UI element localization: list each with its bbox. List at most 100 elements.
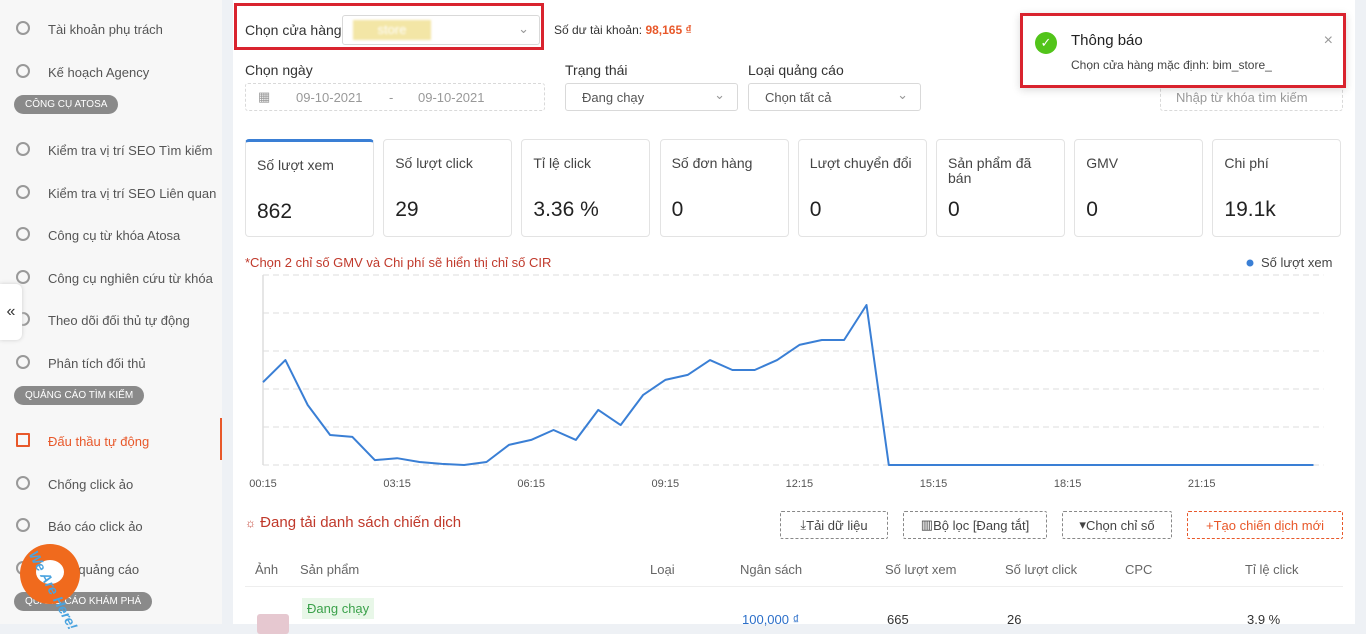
button-icon: ▥ [920,517,934,532]
menu-icon [16,518,30,532]
menu-item: Đấu thầu tự động [48,434,150,449]
chart-note: *Chọn 2 chỉ số GMV và Chi phí sẽ hiển th… [245,255,552,270]
menu-icon [16,354,30,369]
notification-title: Thông báo [1071,32,1143,49]
date-to: 09-10-2021 [418,90,485,105]
line-series [262,304,1314,466]
campaigns-title-text: Đang tải danh sách chiến dịch [260,514,462,531]
menu-icon [16,475,30,490]
action-button[interactable]: + Tạo chiến dịch mới [1187,511,1343,539]
status-tag: Đang chạy [302,598,375,619]
notification-message: Chọn cửa hàng mặc định: bim_store_ [1071,58,1272,72]
menu-icon [16,184,30,199]
column-header: Tỉ lệ click [1245,562,1299,577]
metric-value: 19.1k [1224,198,1276,221]
loading-icon: ☼ [245,516,256,530]
metric-value: 0 [1086,198,1098,221]
menu-item: Chống click ảo [48,476,134,492]
search-placeholder: Nhập từ khóa tìm kiếm [1176,90,1308,105]
cell-ctr: 3.9 % [1247,612,1281,627]
x-tick-label: 06:15 [517,478,545,490]
metric-label: Chi phí [1224,155,1269,171]
action-button[interactable]: ⤓ Tải dữ liệu [780,511,888,539]
menu-icon [16,227,30,241]
column-header: Sản phẩm [300,562,360,577]
metric-label: GMV [1086,155,1119,171]
menu-item: Kế hoạch Agency [48,64,150,80]
date-sep: - [389,90,394,105]
button-label: Chọn chỉ số [1085,517,1155,533]
metric-card: Lượt chuyển đổi 0 [797,139,927,237]
date-picker[interactable]: ▦ 09-10-2021 - 09-10-2021 [245,83,545,111]
menu-icon [16,63,30,78]
button-label: Tạo chiến dịch mới [1213,517,1324,533]
action-button[interactable]: ▾ Chọn chỉ số [1062,511,1172,539]
action-button[interactable]: ▥ Bộ lọc [Đang tắt] [903,511,1047,539]
balance-value: 98,165 ₫ [645,23,692,37]
cell-budget: 100,000 ₫ [742,612,800,627]
legend-dot [1246,259,1254,267]
calendar-icon: ▦ [258,89,271,104]
metric-value: 0 [809,198,822,221]
menu-icon [16,269,30,284]
status-select[interactable]: Đang chạy ⌄ [565,83,738,111]
menu-item: Phân tích đối thủ [48,355,146,371]
date-from: 09-10-2021 [296,90,363,105]
metric-label: Số đơn hàng [671,155,753,171]
chevron: ⌄ [518,21,529,36]
menu-section: CÔNG CỤ ATOSA [14,95,119,114]
column-header: Số lượt click [1005,562,1078,577]
close-button[interactable]: × [1323,32,1333,49]
x-tick-label: 03:15 [383,478,411,490]
status-label: Trạng thái [565,62,628,78]
chat-button[interactable] [20,544,80,604]
date-label: Chọn ngày [245,62,313,78]
metric-card: Chi phí 19.1k [1212,139,1342,237]
button-label: Bộ lọc [Đang tắt] [933,517,1030,533]
metric-value: 29 [395,198,419,221]
campaigns-title: ☼ Đang tải danh sách chiến dịch [245,514,461,531]
menu-item: Công cụ nghiên cứu từ khóa [48,270,213,286]
menu-icon [16,433,30,447]
metric-card: Tỉ lệ click 3.36 % [521,139,651,237]
column-header: Ngân sách [740,562,803,577]
metric-label: Số lượt xem [257,157,334,173]
metric-label: Số lượt click [395,155,473,171]
collapse-button[interactable]: « [0,284,22,340]
column-header: CPC [1125,562,1153,577]
metric-card: Sản phẩm đã bán 0 [936,139,1065,237]
column-header: Ảnh [255,562,279,577]
menu-item: Kiểm tra vị trí SEO Tìm kiếm [48,143,213,158]
menu-item: Theo dõi đối thủ tự động [48,313,190,328]
metric-card: Số lượt xem 862 [245,139,374,237]
sidebar: Tài khoản phụ trách Kế hoạch Agency CÔNG C… [0,0,222,624]
type-label: Loại quảng cáo [748,62,844,78]
metric-value: 0 [671,198,684,221]
menu-item: Tài khoản phụ trách [48,22,163,37]
legend-label: Số lượt xem [1261,255,1332,270]
metric-label: Lượt chuyển đổi [809,155,912,171]
product-thumb [257,614,289,634]
store-select[interactable]: store ⌄ [342,15,540,45]
column-header: Số lượt xem [885,562,957,577]
type-value: Chọn tất cả [765,90,832,105]
x-tick-label: 15:15 [920,478,948,490]
metric-value: 862 [257,200,293,223]
metric-card: Số lượt click 29 [383,139,513,237]
active-marker [220,418,222,460]
metric-card: GMV 0 [1074,139,1204,237]
menu-icon [16,142,30,156]
chart: 00:15 03:15 06:15 09:15 12:15 15:15 18:15 21:15… [249,255,1332,490]
type-select[interactable]: Chọn tất cả ⌄ [748,83,921,111]
metric-card: Số đơn hàng 0 [659,139,789,237]
status-value: Đang chạy [582,90,645,105]
highlight-box [234,3,544,50]
x-tick-label: 09:15 [652,478,680,490]
metric-label: Tỉ lệ click [533,155,591,171]
menu-section: QUẢNG CÁO TÌM KIẾM [14,386,145,405]
table-divider [245,586,1343,587]
store-value: store [353,20,431,40]
x-tick-label: 18:15 [1054,478,1082,490]
